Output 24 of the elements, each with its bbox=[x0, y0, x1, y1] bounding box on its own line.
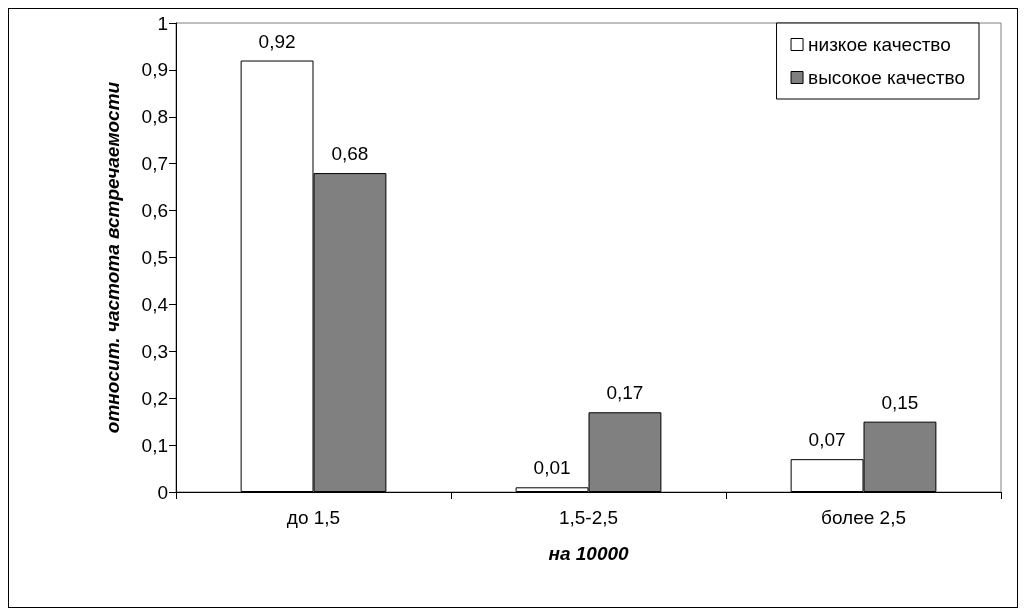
x-axis-title: на 10000 bbox=[548, 543, 630, 564]
y-tick-label: 1 bbox=[157, 12, 168, 34]
data-label: 0,92 bbox=[258, 30, 296, 52]
x-tick-label: более 2,5 bbox=[821, 507, 906, 528]
y-tick-label: 0,8 bbox=[141, 106, 168, 128]
data-label: 0,07 bbox=[808, 429, 846, 451]
y-tick-label: 0,6 bbox=[141, 200, 168, 222]
x-tick-label: 1,5-2,5 bbox=[558, 507, 619, 528]
data-label: 0,17 bbox=[606, 382, 644, 404]
x-tick-label: до 1,5 bbox=[286, 507, 341, 528]
data-label: 0,68 bbox=[331, 143, 369, 165]
data-label: 0,15 bbox=[881, 391, 919, 413]
data-label: 0,01 bbox=[533, 457, 571, 479]
y-tick-label: 0,4 bbox=[141, 293, 169, 315]
y-tick-label: 0,7 bbox=[141, 153, 168, 175]
y-tick-label: 0 bbox=[157, 481, 168, 503]
y-tick-label: 0,3 bbox=[141, 340, 168, 362]
y-axis-title: относит. частота встречаемости bbox=[101, 81, 123, 434]
legend-label: низкое качество bbox=[808, 34, 951, 55]
y-tick-label: 0,5 bbox=[141, 247, 168, 268]
y-tick-label: 0,9 bbox=[141, 59, 168, 81]
legend-label: высокое качество bbox=[808, 67, 966, 88]
y-tick-label: 0,2 bbox=[141, 387, 168, 409]
y-tick-label: 0,1 bbox=[141, 434, 168, 456]
